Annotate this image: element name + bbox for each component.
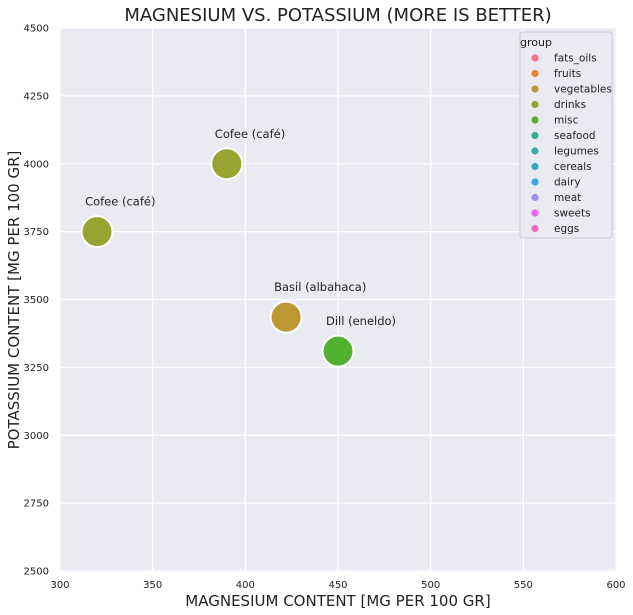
legend-box (519, 31, 613, 239)
y-tick-labels: 2500 2750 3000 3250 3500 3750 4000 4250 4500 (24, 24, 49, 578)
x-tick-label: 450 (328, 580, 347, 591)
data-points (80, 147, 355, 368)
y-tick-label: 4000 (24, 159, 49, 170)
point-label: Cofee (café) (215, 127, 285, 141)
legend-marker (531, 178, 539, 186)
data-point (210, 147, 244, 181)
y-tick-label: 3000 (24, 431, 49, 442)
legend-marker (531, 85, 539, 93)
x-tick-label: 550 (514, 580, 533, 591)
y-tick-label: 4250 (24, 91, 49, 102)
legend-marker (531, 193, 539, 202)
legend-marker (531, 147, 539, 155)
legend-marker (531, 131, 539, 140)
chart-title: MAGNESIUM VS. POTASSIUM (MORE IS BETTER) (124, 5, 551, 26)
x-tick-label: 600 (606, 580, 625, 591)
legend-label: vegetables (554, 84, 612, 96)
legend-marker (531, 116, 539, 124)
y-tick-label: 3750 (24, 227, 49, 238)
legend-marker (531, 224, 539, 233)
y-tick-label: 4500 (24, 24, 49, 35)
legend-marker (531, 100, 539, 109)
legend-label: cereals (554, 161, 592, 173)
legend-label: legumes (554, 146, 599, 158)
y-axis-label: POTASSIUM CONTENT [MG PER 100 GR] (5, 151, 23, 450)
legend-label: misc (554, 115, 579, 127)
point-label: Cofee (café) (85, 195, 155, 209)
point-label: Dill (eneldo) (326, 314, 396, 328)
data-point (80, 215, 114, 249)
legend-marker (531, 69, 539, 78)
x-tick-label: 500 (421, 580, 440, 591)
x-tick-labels: 300 350 400 450 500 550 600 (50, 580, 625, 591)
legend-label: fats_oils (554, 53, 597, 65)
legend-label: drinks (554, 99, 586, 111)
legend-marker (531, 54, 539, 62)
x-tick-label: 350 (143, 580, 162, 591)
legend-label: fruits (554, 68, 581, 80)
data-point (321, 334, 355, 368)
point-label: Basil (albahaca) (274, 280, 366, 294)
y-tick-label: 3500 (24, 295, 49, 306)
x-tick-label: 400 (236, 580, 255, 591)
legend-label: meat (554, 192, 581, 204)
x-axis-label: MAGNESIUM CONTENT [MG PER 100 GR] (185, 592, 490, 610)
data-point (269, 300, 303, 334)
legend-label: eggs (554, 223, 579, 235)
legend-title: group (520, 36, 552, 49)
legend-label: sweets (554, 208, 591, 220)
x-tick-label: 300 (50, 580, 69, 591)
y-tick-label: 2750 (24, 499, 49, 510)
y-tick-label: 3250 (24, 363, 49, 374)
y-tick-label: 2500 (24, 567, 49, 578)
legend-marker (531, 209, 539, 217)
legend-marker (531, 162, 539, 171)
legend-label: dairy (554, 177, 581, 189)
legend-label: seafood (554, 130, 596, 142)
point-labels: Cofee (café) Cofee (café) Basil (albahaca)… (85, 127, 396, 328)
